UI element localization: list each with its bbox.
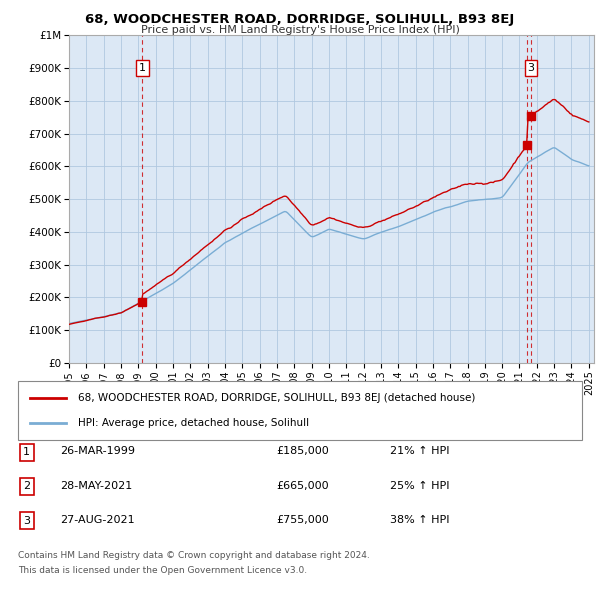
Text: This data is licensed under the Open Government Licence v3.0.: This data is licensed under the Open Gov… bbox=[18, 566, 307, 575]
Text: 68, WOODCHESTER ROAD, DORRIDGE, SOLIHULL, B93 8EJ (detached house): 68, WOODCHESTER ROAD, DORRIDGE, SOLIHULL… bbox=[78, 394, 475, 403]
Text: 2: 2 bbox=[23, 481, 30, 491]
Text: 1: 1 bbox=[139, 63, 146, 73]
Text: 26-MAR-1999: 26-MAR-1999 bbox=[60, 447, 135, 456]
Text: HPI: Average price, detached house, Solihull: HPI: Average price, detached house, Soli… bbox=[78, 418, 309, 428]
Text: 3: 3 bbox=[23, 516, 30, 526]
Text: 28-MAY-2021: 28-MAY-2021 bbox=[60, 481, 132, 490]
Text: 1: 1 bbox=[23, 447, 30, 457]
Text: £665,000: £665,000 bbox=[276, 481, 329, 490]
Text: 25% ↑ HPI: 25% ↑ HPI bbox=[390, 481, 449, 490]
Text: 68, WOODCHESTER ROAD, DORRIDGE, SOLIHULL, B93 8EJ: 68, WOODCHESTER ROAD, DORRIDGE, SOLIHULL… bbox=[85, 13, 515, 26]
Text: £185,000: £185,000 bbox=[276, 447, 329, 456]
Text: Price paid vs. HM Land Registry's House Price Index (HPI): Price paid vs. HM Land Registry's House … bbox=[140, 25, 460, 35]
Text: 21% ↑ HPI: 21% ↑ HPI bbox=[390, 447, 449, 456]
Text: 38% ↑ HPI: 38% ↑ HPI bbox=[390, 515, 449, 525]
Text: 27-AUG-2021: 27-AUG-2021 bbox=[60, 515, 134, 525]
Text: £755,000: £755,000 bbox=[276, 515, 329, 525]
Text: Contains HM Land Registry data © Crown copyright and database right 2024.: Contains HM Land Registry data © Crown c… bbox=[18, 551, 370, 560]
Text: 3: 3 bbox=[527, 63, 535, 73]
